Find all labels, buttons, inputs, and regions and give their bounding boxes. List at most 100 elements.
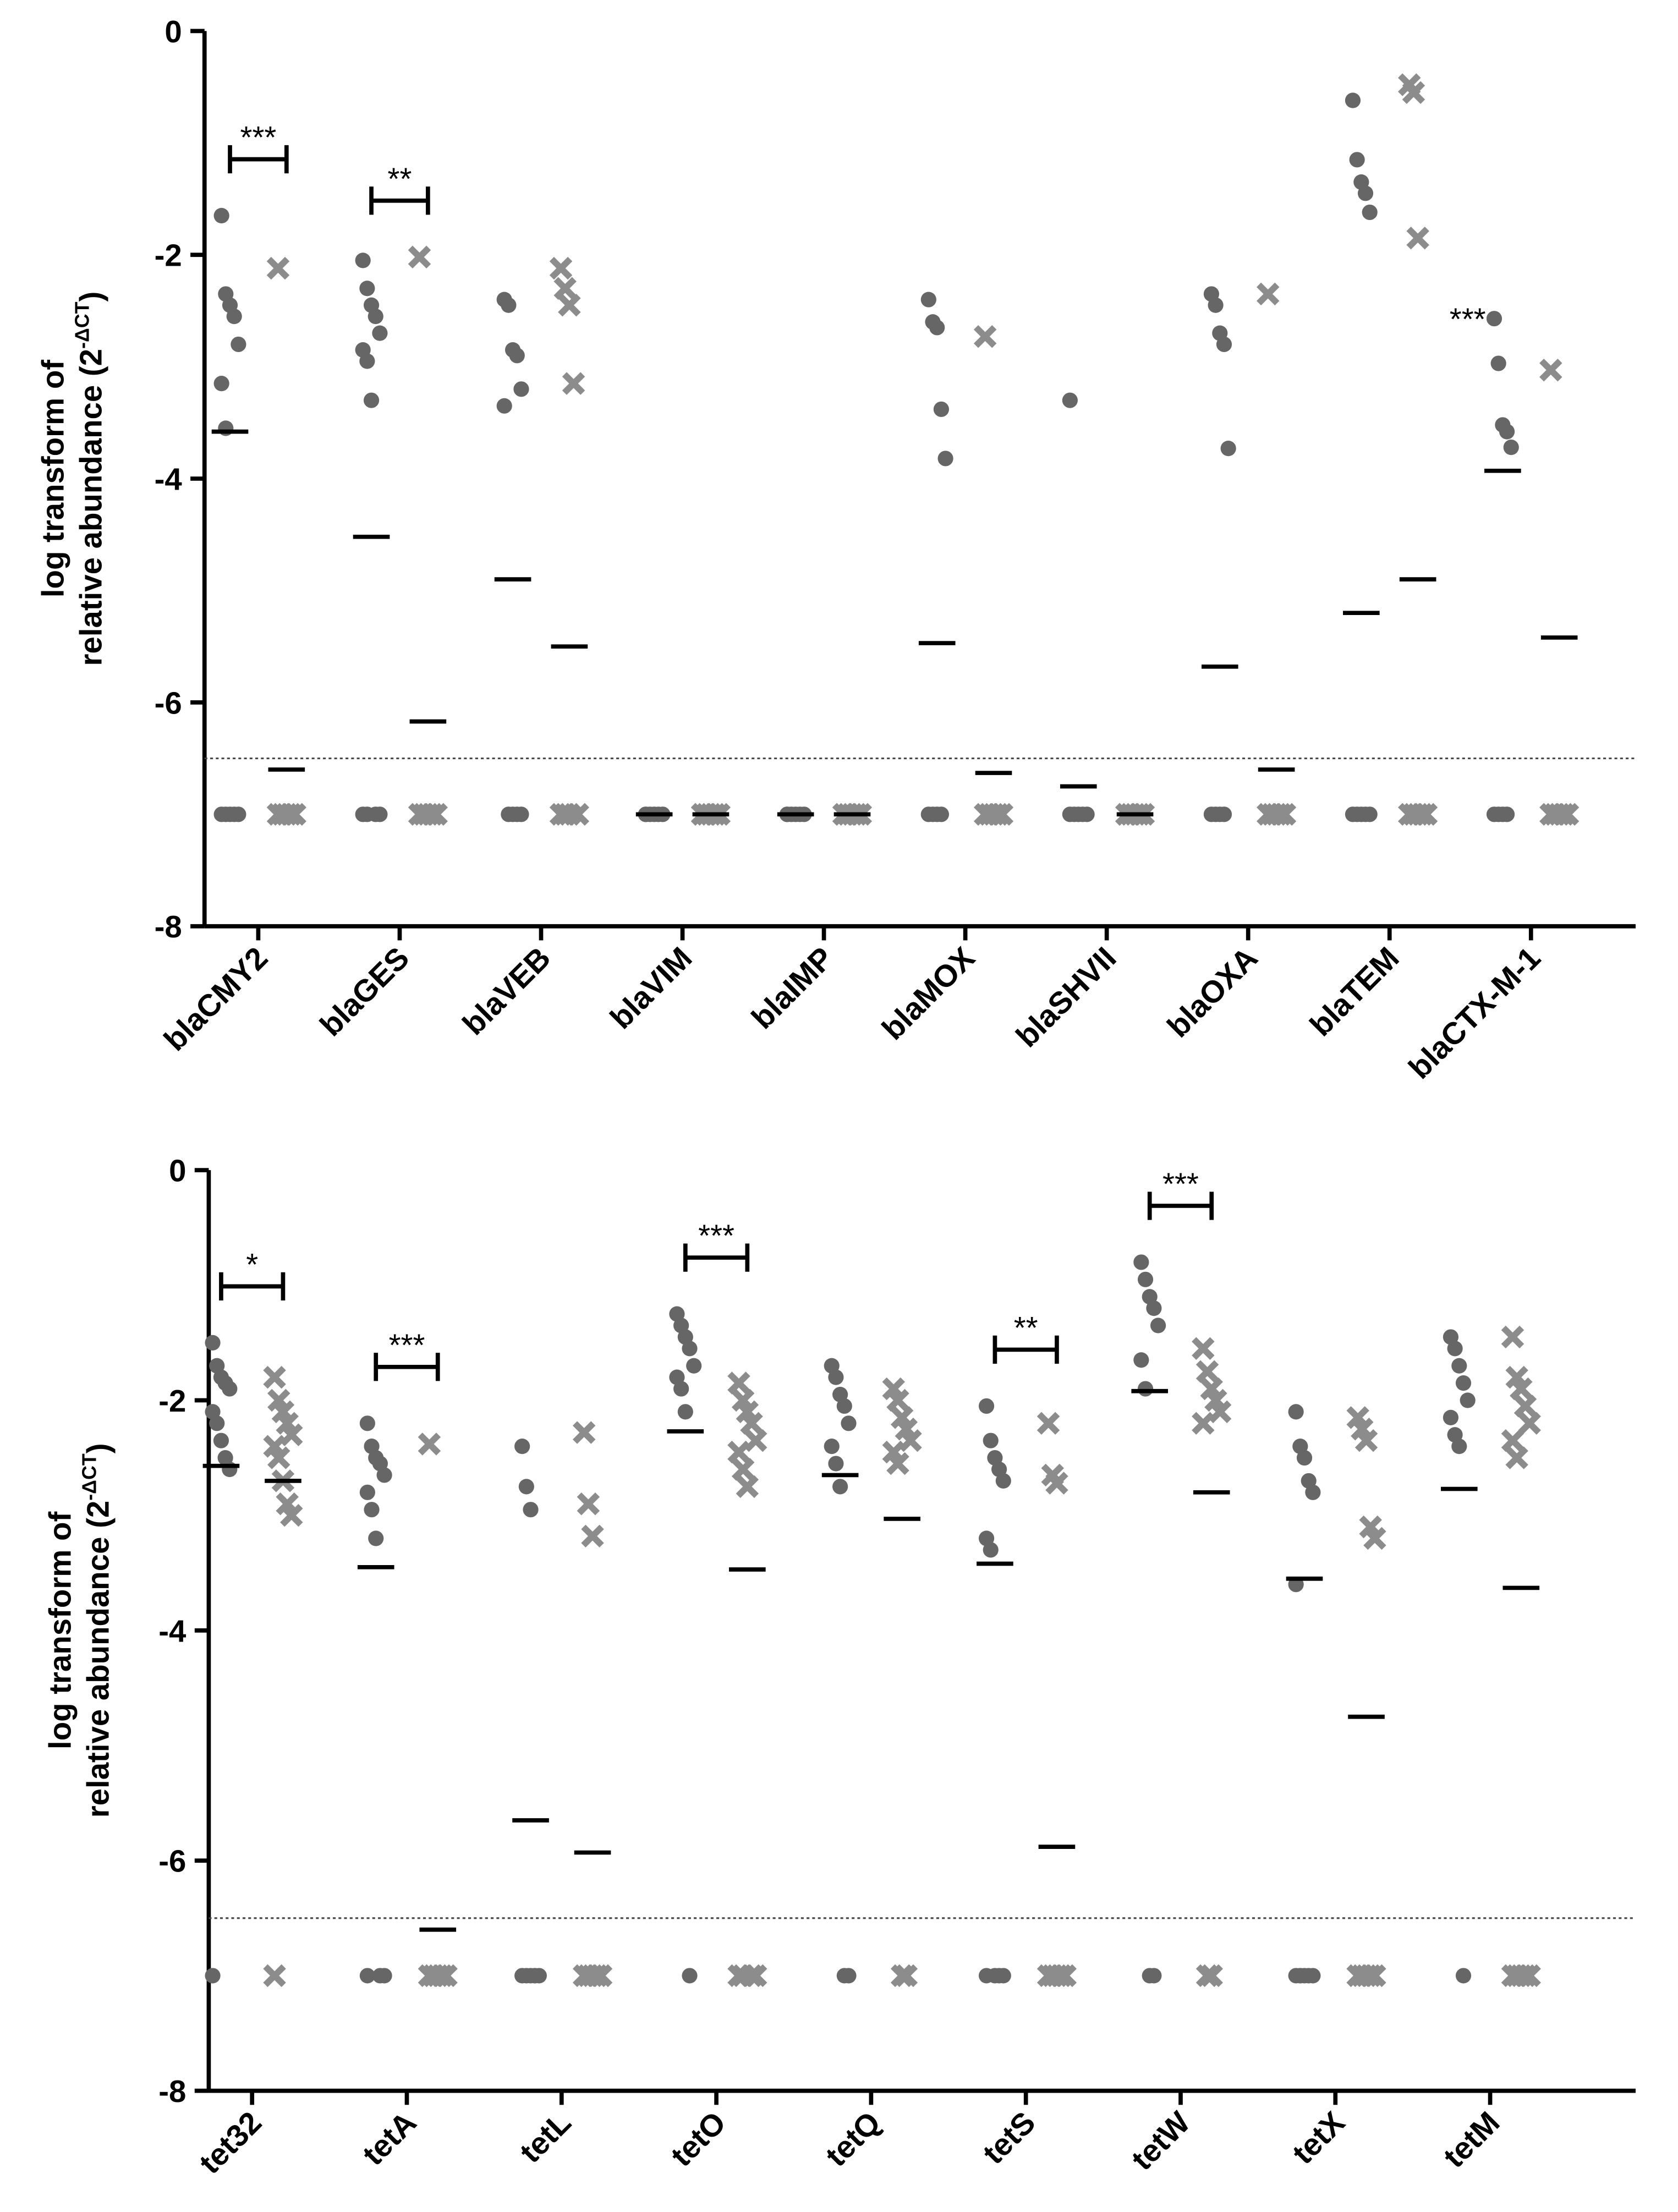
x-tick-label: tetW: [1125, 2104, 1197, 2176]
x-tick-label: tetX: [1285, 2105, 1351, 2171]
data-point: [895, 1964, 918, 1988]
significance-bracket: [219, 1272, 286, 1301]
data-point: [1146, 1968, 1162, 1984]
data-point: [983, 1432, 999, 1448]
data-point: [408, 245, 431, 269]
data-point: [836, 1398, 852, 1414]
data-point: [1062, 392, 1078, 408]
y-label: relative abundance (2-ΔCT): [72, 292, 108, 666]
data-point: [731, 1458, 755, 1481]
data-point: [1256, 803, 1280, 826]
data-point: [263, 1365, 286, 1389]
data-point: [1208, 1400, 1232, 1424]
data-point: [978, 1968, 995, 1984]
significance-bracket: [1147, 1192, 1214, 1220]
data-point: [1192, 1337, 1215, 1360]
x-tick-label: blaGES: [313, 940, 415, 1042]
data-point: [736, 1475, 759, 1499]
data-point: [1363, 1527, 1386, 1550]
data-point: [213, 376, 229, 392]
x-tick-label: tetM: [1436, 2105, 1506, 2174]
y-label-line: relative abundance (2: [80, 1501, 115, 1818]
data-point: [263, 1964, 286, 1988]
significance-label: ***: [240, 120, 277, 155]
data-point: [1455, 1375, 1472, 1391]
data-point: [558, 294, 581, 317]
x-tick-label: blaVEB: [456, 940, 557, 1041]
data-point: [1133, 1254, 1149, 1270]
data-point: [364, 1502, 380, 1518]
data-point: [1501, 1429, 1525, 1452]
y-tick-label: 0: [164, 14, 182, 49]
data-point: [1208, 297, 1224, 313]
data-point: [280, 1423, 303, 1446]
data-point: [1216, 336, 1232, 353]
data-point: [1406, 803, 1429, 826]
data-point: [832, 1479, 848, 1495]
data-point: [841, 1968, 857, 1984]
data-point: [589, 1964, 613, 1988]
data-point: [841, 1415, 857, 1431]
data-point: [267, 1446, 290, 1469]
data-point: [562, 372, 585, 395]
data-point: [983, 1542, 999, 1558]
data-point: [1346, 1964, 1369, 1988]
data-point: [280, 1503, 303, 1527]
data-point: [1200, 1964, 1223, 1988]
data-point: [218, 806, 234, 822]
data-point: [1345, 92, 1361, 108]
x-tick-label: tetO: [664, 2105, 732, 2173]
data-point: [1505, 1446, 1528, 1469]
data-point: [359, 1484, 375, 1500]
data-point: [978, 1398, 995, 1414]
data-point: [727, 1440, 750, 1464]
data-point: [1349, 152, 1365, 168]
x-tick-label: tetA: [355, 2105, 423, 2172]
data-point: [1460, 1392, 1476, 1408]
data-point: [418, 1432, 441, 1456]
data-point: [1486, 311, 1502, 327]
data-point: [1196, 1360, 1219, 1383]
y-label-end: ): [74, 292, 108, 302]
data-point: [549, 256, 573, 280]
data-point: [920, 292, 936, 308]
data-point: [376, 1467, 392, 1483]
data-point: [1490, 355, 1506, 371]
significance-label: ***: [389, 1327, 425, 1362]
data-point: [1273, 803, 1297, 826]
data-point: [1216, 806, 1232, 822]
y-label-end: ): [80, 1443, 115, 1453]
data-point: [1447, 1341, 1463, 1357]
y-label: log transform of: [35, 360, 70, 597]
data-point: [376, 1968, 392, 1984]
y-label-line: log transform of: [35, 360, 70, 597]
data-point: [973, 325, 997, 348]
data-point: [513, 381, 529, 397]
data-point: [1451, 1358, 1467, 1374]
data-point: [213, 207, 229, 224]
y-tick-label: -4: [158, 1613, 187, 1648]
x-tick-label: tet32: [193, 2105, 268, 2181]
data-point: [1556, 803, 1580, 826]
significance-label: ***: [698, 1218, 734, 1253]
data-point: [1362, 204, 1378, 221]
data-point: [1499, 424, 1515, 440]
data-point: [824, 1439, 840, 1454]
y-tick-label: -8: [158, 2074, 186, 2109]
data-point: [828, 1456, 844, 1472]
data-point: [1539, 803, 1562, 826]
data-point: [355, 253, 371, 268]
data-point: [359, 281, 375, 297]
data-point: [682, 1341, 698, 1357]
data-point: [886, 1452, 909, 1475]
data-point: [1192, 1412, 1215, 1435]
x-tick-label: tetS: [976, 2105, 1042, 2171]
y-label-line: relative abundance (2: [74, 349, 108, 666]
data-point: [1037, 1412, 1060, 1435]
data-point: [372, 806, 388, 822]
y-tick-label: 0: [169, 1154, 186, 1188]
data-point: [995, 1968, 1011, 1984]
data-point: [1256, 282, 1280, 306]
data-point: [1501, 1325, 1525, 1349]
